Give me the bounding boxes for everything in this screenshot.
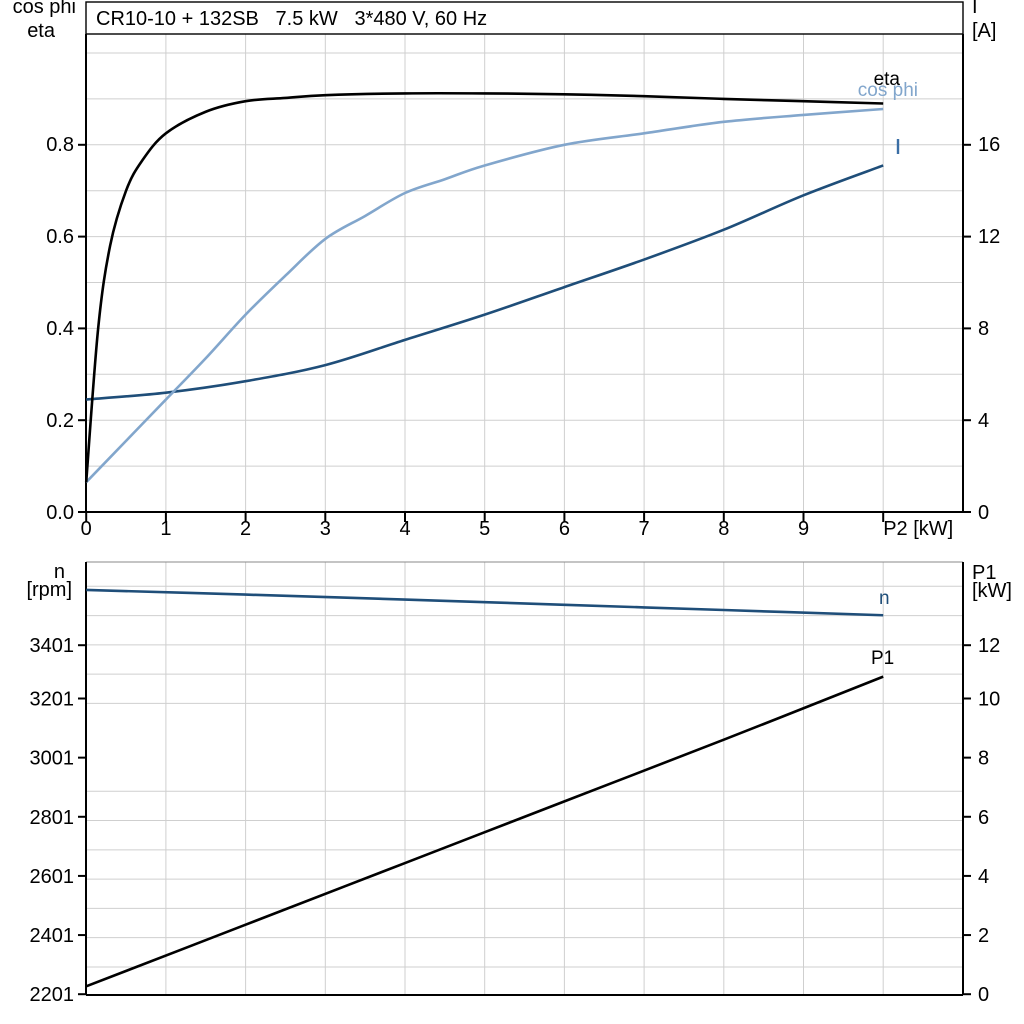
svg-text:P1: P1 xyxy=(871,648,894,669)
svg-text:3001: 3001 xyxy=(30,748,75,770)
svg-text:I: I xyxy=(972,0,978,18)
svg-text:2401: 2401 xyxy=(30,925,75,947)
svg-text:10: 10 xyxy=(978,689,1000,711)
svg-text:2: 2 xyxy=(978,925,989,947)
svg-text:8: 8 xyxy=(978,318,989,340)
svg-text:3: 3 xyxy=(320,518,331,540)
svg-text:n: n xyxy=(879,588,890,609)
svg-text:1: 1 xyxy=(160,518,171,540)
svg-text:cos phi: cos phi xyxy=(858,80,918,101)
svg-text:0.8: 0.8 xyxy=(46,134,74,156)
svg-text:4: 4 xyxy=(399,518,410,540)
svg-text:9: 9 xyxy=(798,518,809,540)
svg-text:0: 0 xyxy=(978,502,989,524)
svg-text:[kW]: [kW] xyxy=(972,580,1012,602)
svg-text:0: 0 xyxy=(81,518,92,540)
svg-text:[rpm]: [rpm] xyxy=(26,579,72,601)
svg-text:0.6: 0.6 xyxy=(46,226,74,248)
svg-text:4: 4 xyxy=(978,866,989,888)
svg-text:4: 4 xyxy=(978,410,989,432)
svg-text:cos phi: cos phi xyxy=(13,0,76,18)
svg-text:7: 7 xyxy=(639,518,650,540)
svg-text:CR10-10 + 132SB 7.5 kW 3*4: CR10-10 + 132SB 7.5 kW 3*480 V, 60 Hz xyxy=(96,8,487,30)
svg-text:2201: 2201 xyxy=(30,984,75,1006)
svg-text:2801: 2801 xyxy=(30,807,75,829)
svg-text:16: 16 xyxy=(978,134,1000,156)
svg-text:6: 6 xyxy=(559,518,570,540)
svg-text:12: 12 xyxy=(978,226,1000,248)
svg-text:6: 6 xyxy=(978,807,989,829)
svg-text:12: 12 xyxy=(978,635,1000,657)
svg-text:0.4: 0.4 xyxy=(46,318,74,340)
svg-text:0.0: 0.0 xyxy=(46,502,74,524)
svg-text:2: 2 xyxy=(240,518,251,540)
svg-text:0: 0 xyxy=(978,984,989,1006)
svg-text:[A]: [A] xyxy=(972,20,996,42)
svg-text:2601: 2601 xyxy=(30,866,75,888)
svg-text:8: 8 xyxy=(718,518,729,540)
svg-text:3201: 3201 xyxy=(30,689,75,711)
svg-text:0.2: 0.2 xyxy=(46,410,74,432)
svg-text:5: 5 xyxy=(479,518,490,540)
svg-text:eta: eta xyxy=(27,20,56,42)
svg-text:P2 [kW]: P2 [kW] xyxy=(883,518,953,540)
svg-text:3401: 3401 xyxy=(30,635,75,657)
svg-text:8: 8 xyxy=(978,748,989,770)
